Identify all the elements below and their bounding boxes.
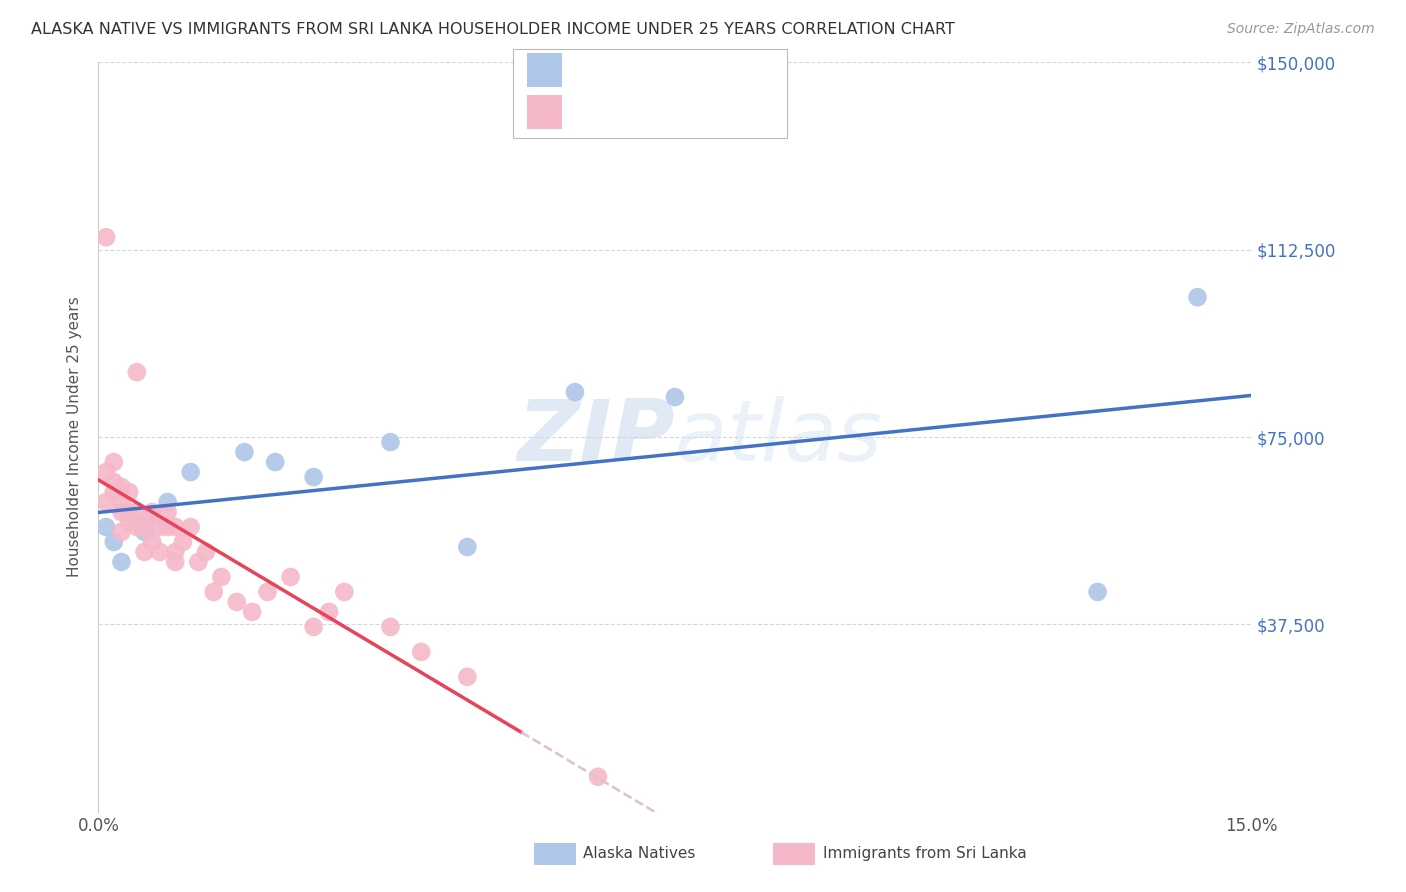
Y-axis label: Householder Income Under 25 years: Householder Income Under 25 years — [67, 297, 83, 577]
Point — [233, 445, 256, 459]
Point — [256, 585, 278, 599]
Point — [165, 545, 187, 559]
Text: Immigrants from Sri Lanka: Immigrants from Sri Lanka — [823, 847, 1026, 861]
Text: N =  17: N = 17 — [682, 61, 749, 78]
Point — [141, 505, 163, 519]
Point — [118, 515, 141, 529]
Point — [103, 455, 125, 469]
Point — [333, 585, 356, 599]
Point — [141, 510, 163, 524]
Point — [125, 515, 148, 529]
Point — [94, 465, 117, 479]
Point — [1187, 290, 1209, 304]
Point — [302, 470, 325, 484]
Point — [125, 520, 148, 534]
Point — [380, 435, 402, 450]
Point — [156, 505, 179, 519]
Point — [94, 520, 117, 534]
Point — [240, 605, 263, 619]
Text: 0.293: 0.293 — [616, 61, 669, 78]
Text: ALASKA NATIVE VS IMMIGRANTS FROM SRI LANKA HOUSEHOLDER INCOME UNDER 25 YEARS COR: ALASKA NATIVE VS IMMIGRANTS FROM SRI LAN… — [31, 22, 955, 37]
Point — [110, 495, 132, 509]
Point — [110, 524, 132, 539]
Point — [280, 570, 302, 584]
Point — [118, 485, 141, 500]
Text: R =: R = — [576, 61, 617, 78]
Point — [209, 570, 232, 584]
Point — [302, 620, 325, 634]
Point — [156, 520, 179, 534]
Point — [110, 555, 132, 569]
Point — [225, 595, 247, 609]
Point — [165, 520, 187, 534]
Point — [134, 545, 156, 559]
Point — [118, 505, 141, 519]
Point — [318, 605, 340, 619]
Point — [172, 535, 194, 549]
Point — [103, 485, 125, 500]
Text: R = -0.471: R = -0.471 — [576, 103, 665, 121]
Text: Source: ZipAtlas.com: Source: ZipAtlas.com — [1227, 22, 1375, 37]
Text: R =: R = — [576, 103, 613, 121]
Point — [456, 540, 478, 554]
Point — [180, 465, 202, 479]
Point — [564, 385, 586, 400]
Point — [103, 475, 125, 489]
Point — [134, 524, 156, 539]
Point — [141, 535, 163, 549]
Point — [586, 770, 609, 784]
Text: R =  0.293: R = 0.293 — [576, 61, 665, 78]
Point — [94, 230, 117, 244]
Point — [380, 620, 402, 634]
Text: -0.471: -0.471 — [610, 103, 669, 121]
Point — [125, 505, 148, 519]
Point — [411, 645, 433, 659]
Point — [149, 545, 172, 559]
Point — [195, 545, 218, 559]
Point — [149, 520, 172, 534]
Point — [156, 495, 179, 509]
Point — [664, 390, 686, 404]
Text: ZIP: ZIP — [517, 395, 675, 479]
Point — [187, 555, 209, 569]
Text: atlas: atlas — [675, 395, 883, 479]
Point — [103, 535, 125, 549]
Point — [125, 365, 148, 379]
Point — [202, 585, 225, 599]
Point — [110, 505, 132, 519]
Text: Alaska Natives: Alaska Natives — [583, 847, 696, 861]
Point — [180, 520, 202, 534]
Point — [456, 670, 478, 684]
Point — [165, 555, 187, 569]
Point — [134, 520, 156, 534]
Point — [1087, 585, 1109, 599]
Point — [264, 455, 287, 469]
Text: N =  44: N = 44 — [682, 103, 751, 121]
Point — [110, 480, 132, 494]
Point — [94, 495, 117, 509]
